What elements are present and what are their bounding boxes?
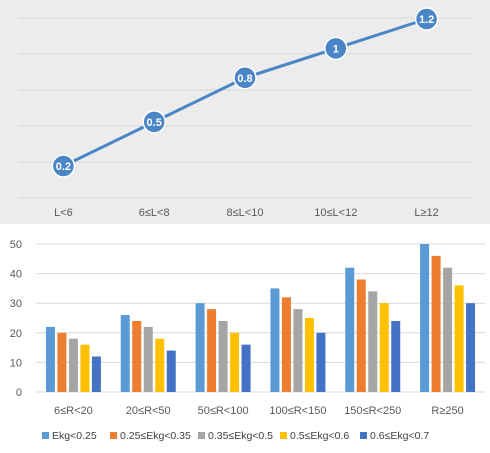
bar [120, 315, 130, 392]
legend-label: 0.25≤Ekg<0.35 [120, 430, 191, 442]
x-tick-label: 6≤R<20 [54, 405, 93, 417]
legend-label: 0.6≤Ekg<0.7 [370, 430, 429, 442]
bar [166, 350, 176, 392]
legend-swatch [198, 432, 205, 439]
bar [420, 244, 430, 392]
bar [45, 326, 55, 392]
line-chart-panel: 0.2 0.5 0.8 1 1.2 L<6 6≤L<8 8≤L<10 10≤L<12 L≥12 [0, 0, 490, 224]
x-tick-label: R≥250 [431, 405, 463, 417]
bar [293, 309, 303, 392]
bar [281, 297, 291, 392]
x-tick-label: 100≤R<150 [269, 405, 326, 417]
y-tick-label: 30 [10, 298, 22, 310]
bar [368, 291, 378, 392]
x-tick-label: 6≤L<8 [139, 207, 170, 219]
legend-label: Ekg<0.25 [52, 430, 97, 442]
x-tick-label: L≥12 [414, 207, 438, 219]
y-tick-label: 10 [10, 357, 22, 369]
bar-chart-panel: 0 10 20 30 40 50 6≤R<20 20≤R<50 50≤R<100 100≤R<15… [0, 224, 490, 448]
bar [466, 303, 476, 392]
data-label: 1.2 [419, 14, 434, 26]
bar [230, 332, 240, 392]
legend-label: 0.5≤Ekg<0.6 [290, 430, 349, 442]
data-label: 1 [333, 43, 339, 55]
bar [218, 320, 228, 392]
y-tick-label: 20 [10, 328, 22, 340]
x-tick-label: 20≤R<50 [126, 405, 171, 417]
bar [270, 288, 280, 392]
bar [454, 285, 464, 392]
x-tick-label: L<6 [54, 207, 73, 219]
bar [207, 309, 217, 392]
bar [304, 318, 314, 392]
bar [379, 303, 389, 392]
y-tick-label: 50 [10, 239, 22, 251]
legend-swatch [360, 432, 367, 439]
x-tick-label: 8≤L<10 [227, 207, 264, 219]
legend-swatch [110, 432, 117, 439]
data-point [51, 154, 76, 178]
legend-swatch [42, 432, 49, 439]
data-point [324, 36, 348, 61]
bar [57, 332, 67, 392]
data-label: 0.2 [56, 161, 71, 173]
bar [91, 356, 101, 392]
bar [431, 255, 441, 392]
bar [80, 344, 90, 392]
bar [68, 338, 78, 392]
data-label: 0.8 [237, 73, 252, 85]
line-chart: 0.2 0.5 0.8 1 1.2 L<6 6≤L<8 8≤L<10 10≤L<12 L≥12 [18, 7, 472, 219]
x-tick-label: 10≤L<12 [314, 207, 357, 219]
y-tick-label: 40 [10, 269, 22, 281]
series-line [62, 17, 428, 168]
bar [391, 320, 401, 392]
data-point [233, 66, 257, 90]
bar [241, 344, 251, 392]
bar-chart: 0 10 20 30 40 50 6≤R<20 20≤R<50 50≤R<100 100≤R<15… [10, 239, 485, 442]
bar [443, 267, 453, 392]
bar [356, 279, 366, 392]
data-point [414, 7, 439, 31]
data-point [142, 110, 166, 134]
legend-swatch [280, 432, 287, 439]
bar [195, 303, 205, 392]
data-label: 0.5 [147, 117, 162, 129]
bar [345, 267, 355, 392]
bar [143, 326, 153, 392]
bar [316, 332, 326, 392]
legend-label: 0.35≤Ekg<0.5 [208, 430, 273, 442]
x-tick-label: 50≤R<100 [198, 405, 249, 417]
x-tick-label: 150≤R<250 [344, 405, 401, 417]
bar [132, 320, 142, 392]
y-tick-label: 0 [16, 387, 22, 399]
bar [155, 338, 165, 392]
